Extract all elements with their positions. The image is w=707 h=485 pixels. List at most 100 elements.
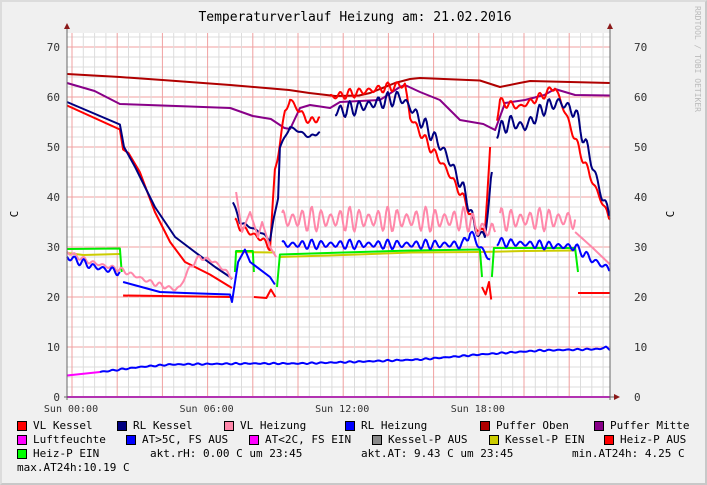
series-line xyxy=(496,236,611,272)
legend-swatch xyxy=(17,420,27,431)
x-tick-label: Sun 00:00 xyxy=(44,404,98,415)
x-tick-label: Sun 12:00 xyxy=(315,404,369,415)
legend-label: RL Kessel xyxy=(133,419,193,432)
legend-label: Puffer Oben xyxy=(496,419,569,432)
series-line xyxy=(574,231,611,266)
series-at-5c-fs-aus xyxy=(99,345,611,374)
series-line xyxy=(66,371,101,377)
legend-swatch xyxy=(480,420,490,431)
series-rl-heizung xyxy=(66,230,611,303)
legend-label: Heiz-P EIN xyxy=(33,447,100,460)
legend-swatch xyxy=(117,420,127,431)
legend-swatch xyxy=(126,434,136,445)
series-line xyxy=(232,126,321,242)
y-tick-label: 30 xyxy=(47,241,60,254)
series-line xyxy=(66,251,233,292)
series-line xyxy=(276,248,483,288)
legend-item: VL Kessel xyxy=(17,419,93,432)
legend-item: Kessel-P EIN xyxy=(489,433,584,446)
series-line xyxy=(99,345,611,374)
series-line xyxy=(334,90,493,238)
y-tick-label: 50 xyxy=(47,141,60,154)
legend-item: RL Kessel xyxy=(117,419,193,432)
y-tick-label-right: 0 xyxy=(634,391,641,404)
series-line xyxy=(481,281,493,300)
series-line xyxy=(496,98,611,217)
y-axis-label-right: C xyxy=(664,211,677,218)
legend-swatch xyxy=(17,448,27,459)
series-line xyxy=(66,255,121,277)
y-tick-label-right: 10 xyxy=(634,341,647,354)
series-line xyxy=(123,294,233,298)
ticks: 0 0 10 10 20 20 30 30 40 40 50 50 60 60 70 70 Sun 00:00 S… xyxy=(44,41,647,415)
legend-label: Kessel-P EIN xyxy=(505,433,585,446)
series-vl-heizung xyxy=(66,191,611,292)
series-rl-kessel xyxy=(66,90,611,280)
y-tick-label-right: 60 xyxy=(634,91,647,104)
legend-info-min-at24h: min.AT24h: 4.25 C xyxy=(572,447,685,460)
y-tick-label-right: 70 xyxy=(634,41,647,54)
series-line xyxy=(279,249,576,258)
legend-item: RL Heizung xyxy=(345,419,427,432)
legend-item: Puffer Mitte xyxy=(594,419,689,432)
x-tick-label: Sun 06:00 xyxy=(180,404,234,415)
legend-info-akt-rh: akt.rH: 0.00 C um 23:45 xyxy=(150,447,303,460)
legend-swatch xyxy=(489,434,499,445)
series-line xyxy=(499,206,577,233)
series-line xyxy=(329,81,492,233)
legend-swatch xyxy=(372,434,382,445)
y-tick-label-right: 40 xyxy=(634,191,647,204)
series-line xyxy=(234,98,321,251)
legend-label: Puffer Mitte xyxy=(610,419,690,432)
legend-label: Heiz-P AUS xyxy=(620,433,687,446)
series-group xyxy=(66,73,611,398)
legend-label: Luftfeuchte xyxy=(33,433,106,446)
y-tick-label: 20 xyxy=(47,291,60,304)
series-line xyxy=(496,86,611,221)
legend-item: Heiz-P AUS xyxy=(604,433,686,446)
series-line xyxy=(281,230,491,261)
legend-item: Heiz-P EIN xyxy=(17,447,99,460)
legend-item: AT<2C, FS EIN xyxy=(249,433,351,446)
legend-swatch xyxy=(594,420,604,431)
legend-swatch xyxy=(249,434,259,445)
legend-label: Kessel-P AUS xyxy=(388,433,468,446)
legend-swatch xyxy=(345,420,355,431)
y-tick-label-right: 50 xyxy=(634,141,647,154)
series-at-2c-fs-ein xyxy=(66,371,101,377)
series-line xyxy=(66,101,233,280)
series-puffer-oben xyxy=(66,73,611,97)
axes xyxy=(64,23,620,400)
y-tick-label: 0 xyxy=(53,391,60,404)
legend-label: VL Heizung xyxy=(240,419,307,432)
x-tick-label: Sun 18:00 xyxy=(451,404,505,415)
y-axis-label-left: C xyxy=(8,211,21,218)
chart-title: Temperaturverlauf Heizung am: 21.02.2016 xyxy=(198,10,511,25)
y-tick-label-right: 30 xyxy=(634,241,647,254)
legend-info-max-at24h: max.AT24h:10.19 C xyxy=(17,461,130,474)
y-axis-arrow-right-icon xyxy=(607,23,613,29)
legend-swatch xyxy=(17,434,27,445)
legend-info-akt-at: akt.AT: 9.43 C um 23:45 xyxy=(361,447,514,460)
y-tick-label: 70 xyxy=(47,41,60,54)
y-tick-label: 10 xyxy=(47,341,60,354)
series-line xyxy=(66,73,611,97)
y-tick-label: 60 xyxy=(47,91,60,104)
watermark: RRDTOOL / TOBI OETIKER xyxy=(693,6,702,112)
legend-label: RL Heizung xyxy=(361,419,428,432)
series-line xyxy=(234,251,275,254)
series-line xyxy=(281,205,497,237)
legend-label: VL Kessel xyxy=(33,419,93,432)
legend-item: Kessel-P AUS xyxy=(372,433,467,446)
legend-item: AT>5C, FS AUS xyxy=(126,433,228,446)
series-line xyxy=(66,247,123,273)
legend-swatch xyxy=(224,420,234,431)
x-axis-arrow-icon xyxy=(614,394,620,400)
series-line xyxy=(122,248,276,303)
legend-label: AT<2C, FS EIN xyxy=(265,433,352,446)
legend-item: Puffer Oben xyxy=(480,419,569,432)
legend-label: AT>5C, FS AUS xyxy=(142,433,229,446)
series-heiz-p-aus xyxy=(123,281,611,300)
legend-swatch xyxy=(604,434,614,445)
